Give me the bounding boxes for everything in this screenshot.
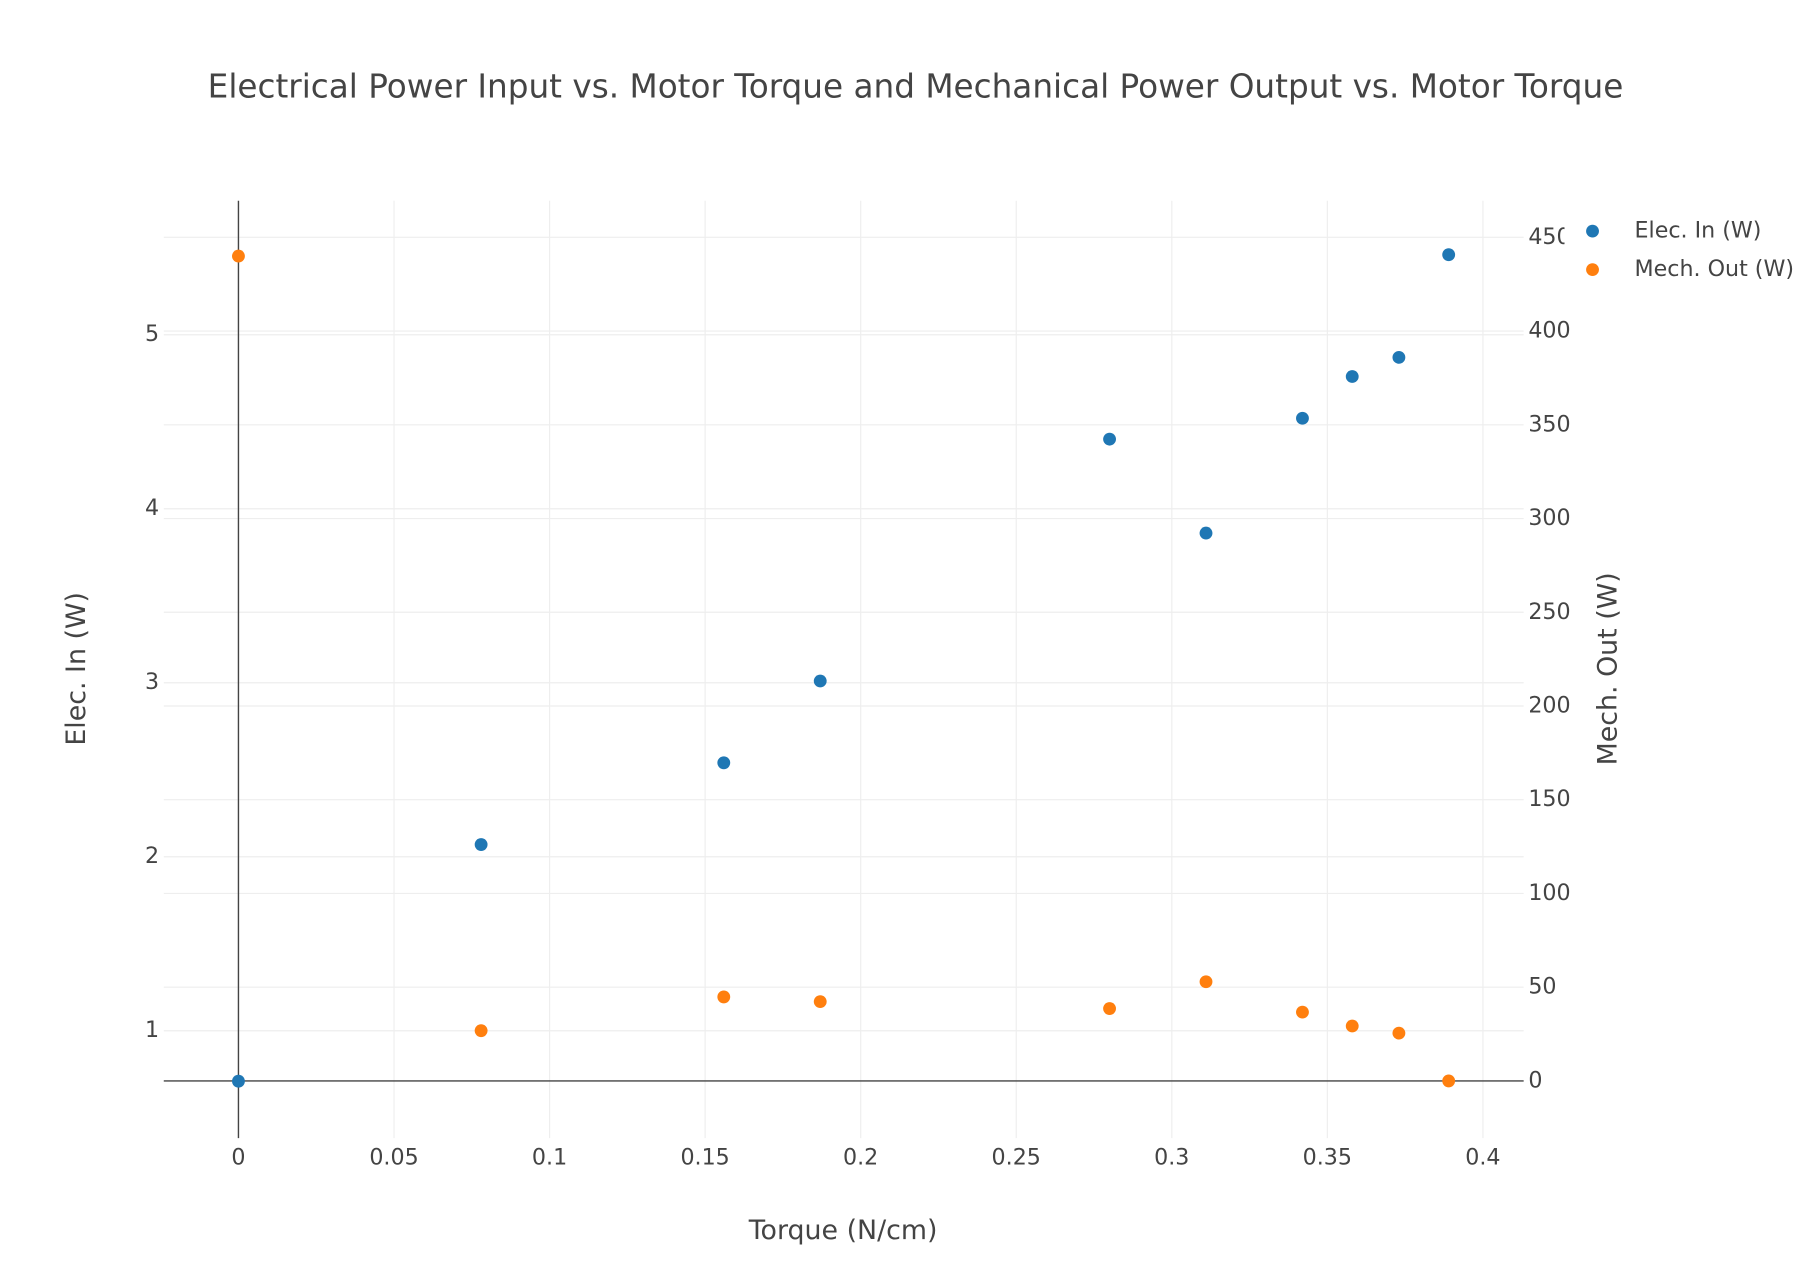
legend-label: Mech. Out (W) — [1635, 256, 1794, 282]
y2-tick-label: 250 — [1528, 599, 1570, 625]
scatter-point — [232, 249, 245, 263]
legend-marker — [1586, 263, 1599, 277]
legend-background — [1564, 212, 1810, 292]
y2-tick-label: 50 — [1528, 974, 1556, 1000]
x-tick-label: 0.3 — [1154, 1144, 1189, 1170]
y-tick-label: 4 — [145, 495, 159, 521]
x-tick-label: 0.15 — [680, 1144, 729, 1170]
scatter-point — [1442, 248, 1456, 262]
x-tick-label: 0.1 — [532, 1144, 567, 1170]
legend-marker — [1586, 224, 1599, 238]
y-tick-label: 5 — [145, 321, 159, 347]
scatter-point — [1392, 1026, 1406, 1040]
scatter-point — [1392, 350, 1406, 364]
y2-tick-label: 350 — [1528, 411, 1570, 437]
scatter-point — [717, 990, 731, 1004]
scatter-point — [1296, 1005, 1309, 1019]
y2-tick-label: 0 — [1528, 1067, 1542, 1093]
scatter-point — [1103, 1002, 1116, 1015]
y2-axis-title: Mech. Out (W) — [1592, 572, 1623, 765]
grid — [163, 200, 1524, 1139]
scatter-point — [813, 995, 827, 1009]
scatter-point — [717, 756, 731, 770]
y2-tick-label: 300 — [1528, 505, 1570, 531]
y-tick-label: 1 — [145, 1017, 159, 1043]
scatter-point — [474, 1024, 488, 1038]
scatter-point — [813, 674, 827, 688]
y2-tick-label: 200 — [1528, 692, 1570, 718]
scatter-point — [1345, 1019, 1359, 1033]
scatter-point — [1199, 975, 1213, 989]
y-axis-title: Elec. In (W) — [61, 592, 92, 746]
chart-title: Electrical Power Input vs. Motor Torque … — [208, 68, 1624, 106]
y-tick-label: 2 — [145, 843, 159, 869]
scatter-point — [1199, 526, 1213, 540]
x-tick-label: 0.35 — [1303, 1144, 1352, 1170]
scatter-point — [1345, 370, 1359, 383]
y2-tick-label: 100 — [1528, 880, 1570, 906]
x-tick-label: 0.25 — [992, 1144, 1041, 1170]
y2-tick-label: 150 — [1528, 786, 1570, 812]
y2-tick-label: 400 — [1528, 318, 1570, 344]
scatter-point — [232, 1074, 245, 1088]
x-tick-label: 0 — [231, 1144, 245, 1170]
scatter-point — [1296, 411, 1309, 425]
scatter-point — [474, 838, 488, 851]
y2-tick-label: 450 — [1528, 224, 1570, 250]
x-tick-label: 0.05 — [369, 1144, 418, 1170]
x-axis-title: Torque (N/cm) — [748, 1215, 938, 1246]
x-tick-label: 0.2 — [843, 1144, 878, 1170]
y-tick-label: 3 — [145, 669, 159, 695]
x-tick-label: 0.4 — [1465, 1144, 1500, 1170]
legend-label: Elec. In (W) — [1635, 218, 1762, 244]
scatter-point — [1442, 1074, 1456, 1088]
scatter-point — [1103, 432, 1116, 446]
plot — [232, 248, 1456, 1088]
